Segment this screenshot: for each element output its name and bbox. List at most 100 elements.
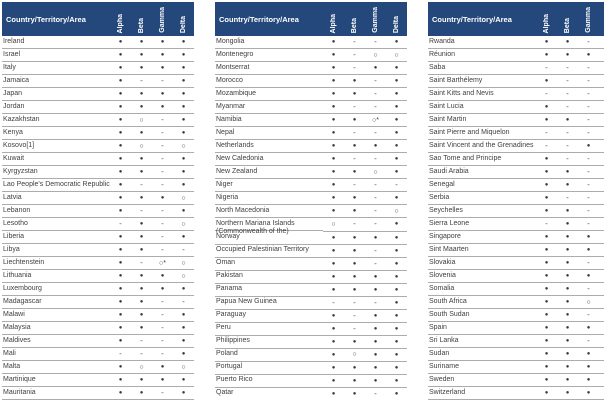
status-cell-gamma: ●	[152, 36, 173, 49]
status-cell-alpha: ●	[323, 322, 344, 336]
country-name-cell: Qatar	[215, 387, 323, 400]
status-cell-beta: -	[344, 217, 365, 232]
status-cell-gamma: ●	[152, 269, 173, 283]
country-name-cell: Saint Lucia	[428, 100, 536, 114]
status-cell-gamma: -	[152, 139, 173, 153]
status-cell-alpha: ●	[323, 191, 344, 205]
status-cell-alpha: ●	[110, 230, 131, 244]
status-cell-alpha: -	[536, 217, 557, 231]
status-cell-delta: ●	[386, 61, 407, 75]
status-cell-gamma: ●	[152, 360, 173, 374]
status-cell-alpha: -	[110, 217, 131, 231]
status-cell-delta: ●	[386, 152, 407, 166]
column-header-gamma-label: Gamma	[372, 7, 379, 33]
table-row: Lithuania ● ● ● ○	[2, 269, 194, 283]
country-name-cell: Madagascar	[2, 295, 110, 309]
status-cell-beta: ●	[557, 165, 578, 179]
status-cell-gamma: -	[578, 256, 599, 270]
table-row: Kuwait ● ● - ●	[2, 152, 194, 166]
status-cell-beta: -	[131, 178, 152, 192]
status-cell-beta: ●	[131, 152, 152, 166]
status-cell-gamma: -	[578, 165, 599, 179]
status-cell-alpha: ●	[536, 256, 557, 270]
country-name-cell: Puerto Rico	[215, 374, 323, 388]
status-cell-beta: ●	[557, 269, 578, 283]
table-row: Ireland ● ● ● ●	[2, 36, 194, 49]
country-name-cell: Nepal	[215, 126, 323, 140]
country-name-cell: Sweden	[428, 373, 536, 387]
header-row: Country/Territory/Area Alpha Beta Gamma …	[428, 2, 604, 36]
country-name-cell: Spain	[428, 321, 536, 335]
column-header-delta: Delta	[386, 2, 407, 36]
country-name-cell: Saint Martin	[428, 113, 536, 127]
country-name-cell: Malawi	[2, 308, 110, 322]
status-cell-gamma: -	[152, 152, 173, 166]
status-cell-alpha: ●	[323, 231, 344, 245]
status-cell-beta: -	[344, 48, 365, 62]
table-row: Puerto Rico ● ● ● ●	[215, 374, 407, 388]
status-cell-beta: -	[344, 296, 365, 310]
status-cell-gamma: -	[152, 204, 173, 218]
status-cell-alpha: ●	[536, 191, 557, 205]
status-cell-delta: ○	[173, 139, 194, 153]
status-cell-beta: -	[344, 322, 365, 336]
table-row: Spain●●●●	[428, 321, 604, 335]
country-name-cell: Serbia	[428, 191, 536, 205]
table-row: Niger ● - - -	[215, 178, 407, 192]
country-name-cell: Niger	[215, 178, 323, 192]
table-row: Slovakia●●-●	[428, 256, 604, 270]
status-cell-gamma: ●	[578, 243, 599, 257]
table-row: Saint Lucia●--●	[428, 100, 604, 114]
status-cell-alpha: ●	[536, 373, 557, 387]
status-cell-delta: ●	[599, 295, 604, 309]
status-cell-delta: ●	[386, 113, 407, 127]
status-cell-beta: ○	[131, 360, 152, 374]
status-cell-gamma: ●	[578, 347, 599, 361]
status-cell-alpha: ●	[536, 36, 557, 49]
status-cell-delta: ●	[599, 87, 604, 101]
column-header-country: Country/Territory/Area	[215, 2, 323, 36]
status-cell-beta: ●	[557, 113, 578, 127]
status-cell-alpha: ●	[110, 36, 131, 49]
status-cell-delta: ●	[599, 243, 604, 257]
status-cell-beta: ●	[131, 282, 152, 296]
status-cell-delta: ●	[386, 100, 407, 114]
status-cell-gamma: -	[152, 295, 173, 309]
country-name-cell: Lesotho	[2, 217, 110, 231]
country-name-cell: Occupied Palestinian Territory	[215, 244, 323, 258]
status-cell-gamma: ○*	[365, 113, 386, 127]
status-cell-alpha: ●	[110, 360, 131, 374]
country-name-cell: Saint Barthélemy	[428, 74, 536, 88]
status-cell-beta: ●	[557, 48, 578, 62]
status-cell-delta: ●	[173, 321, 194, 335]
status-cell-gamma: -	[365, 244, 386, 258]
status-cell-beta: ●	[557, 204, 578, 218]
status-cell-delta: ●	[599, 74, 604, 88]
status-cell-beta: ●	[557, 243, 578, 257]
status-cell-gamma: -	[152, 321, 173, 335]
column-header-alpha: Alpha	[323, 2, 344, 36]
status-cell-delta: ●	[173, 347, 194, 361]
status-cell-beta: -	[344, 36, 365, 49]
status-cell-alpha: ●	[323, 61, 344, 75]
status-cell-beta: ●	[131, 230, 152, 244]
status-cell-delta: ●	[386, 322, 407, 336]
status-cell-beta: ●	[131, 308, 152, 322]
status-cell-delta: ○	[599, 48, 604, 62]
table-row: Jamaica ● - - ●	[2, 74, 194, 88]
status-cell-gamma: ●	[365, 335, 386, 349]
status-cell-alpha: ●	[536, 282, 557, 296]
status-cell-gamma: -	[365, 217, 386, 232]
country-name-cell: Seychelles	[428, 204, 536, 218]
status-cell-delta: ●	[599, 36, 604, 49]
status-cell-delta: ●	[599, 178, 604, 192]
table-row: North Macedonia ● ● - ○	[215, 204, 407, 218]
country-name-cell: Israel	[2, 48, 110, 62]
status-cell-delta: ●	[599, 139, 604, 153]
country-name-cell: Montserrat	[215, 61, 323, 75]
status-cell-beta: ●	[131, 61, 152, 75]
table-row: Madagascar ● ● - -	[2, 295, 194, 309]
status-cell-gamma: ●	[365, 374, 386, 388]
country-name-cell: Kenya	[2, 126, 110, 140]
status-cell-delta: ●	[173, 204, 194, 218]
